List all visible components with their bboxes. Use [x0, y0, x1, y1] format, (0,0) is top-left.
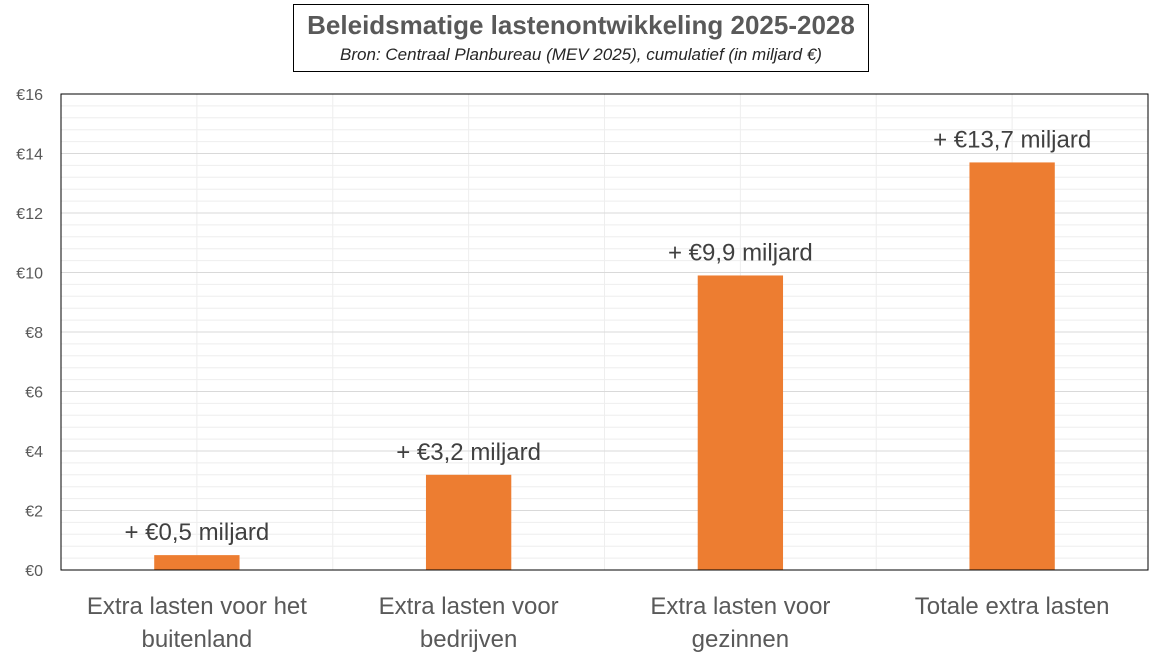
y-tick-label: €4	[25, 444, 43, 461]
data-label: + €9,9 miljard	[668, 239, 813, 266]
y-tick-label: €8	[25, 325, 43, 342]
x-category-label: Extra lasten voor	[379, 593, 559, 620]
bar	[425, 474, 512, 570]
x-category-label: buitenland	[141, 626, 252, 653]
y-tick-label: €10	[16, 266, 43, 283]
bar	[154, 555, 240, 570]
x-category-label: Extra lasten voor	[650, 593, 830, 620]
data-label: + €0,5 miljard	[125, 519, 270, 546]
bar	[697, 275, 784, 570]
y-tick-label: €12	[16, 206, 43, 223]
y-tick-label: €14	[16, 147, 43, 164]
x-category-label: gezinnen	[692, 626, 789, 653]
plot-area-border	[60, 93, 1149, 571]
y-tick-label: €16	[16, 87, 43, 104]
x-category-label: bedrijven	[420, 626, 517, 653]
data-label: + €3,2 miljard	[396, 439, 541, 466]
chart-subtitle: Bron: Centraal Planbureau (MEV 2025), cu…	[340, 45, 822, 64]
chart-title-box: Beleidsmatige lastenontwikkeling 2025-20…	[293, 4, 869, 72]
chart-title: Beleidsmatige lastenontwikkeling 2025-20…	[307, 10, 855, 40]
x-category-label: Extra lasten voor het	[87, 593, 307, 620]
data-label: + €13,7 miljard	[933, 126, 1091, 153]
x-category-label: Totale extra lasten	[915, 593, 1110, 620]
y-tick-label: €6	[25, 385, 43, 402]
bar	[969, 162, 1055, 571]
y-tick-label: €2	[25, 504, 43, 521]
y-tick-label: €0	[25, 563, 43, 580]
